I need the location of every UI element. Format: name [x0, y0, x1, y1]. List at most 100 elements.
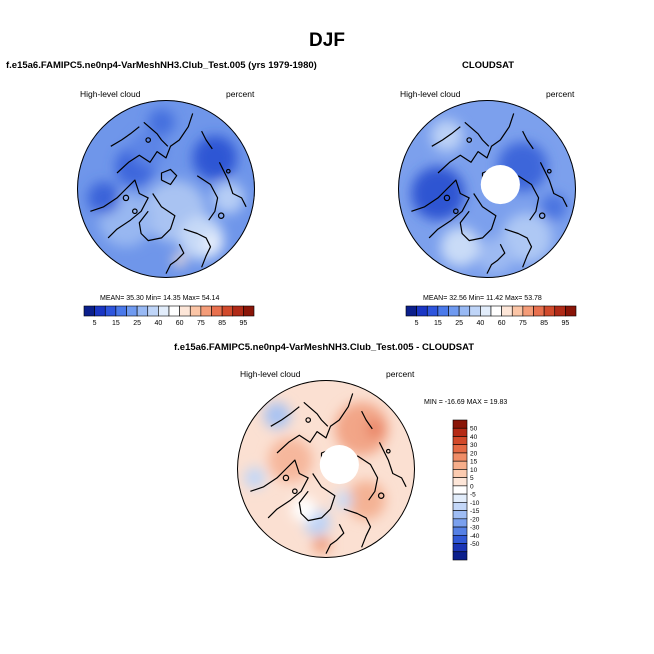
coastline-icon [160, 168, 178, 186]
field-anomaly [430, 119, 463, 152]
test-variable-label: High-level cloud [80, 89, 141, 99]
colorbar-swatch [469, 305, 481, 317]
figure-title: DJF [309, 30, 345, 51]
obs-mean-label: MEAN= [423, 295, 448, 302]
colorbar-swatch [232, 305, 244, 317]
colorbar-swatch [452, 419, 468, 429]
field-anomaly [291, 496, 317, 522]
diff-polar-map [237, 380, 415, 558]
island-icon [217, 212, 225, 219]
coastline-icon [325, 523, 345, 554]
colorbar-swatch [189, 305, 202, 317]
obs-units-label: percent [546, 89, 575, 99]
field-anomaly [411, 166, 465, 221]
colorbar-swatch [158, 305, 170, 317]
colorbar-swatch [168, 305, 180, 317]
island-icon [145, 137, 152, 143]
colorbar-tick-label: 50 [470, 426, 478, 433]
colorbar-tick-label: 5 [93, 320, 97, 327]
colorbar-tick-label: 60 [498, 320, 506, 327]
colorbar-swatch [437, 305, 449, 317]
colorbar-swatch [452, 477, 468, 487]
colorbar-swatch [452, 427, 468, 437]
test-panel-title: f.e15a6.FAMIPC5.ne0np4-VarMeshNH3.Club_T… [6, 60, 317, 71]
field-anomaly [346, 480, 386, 520]
colorbar-swatch [543, 305, 556, 317]
coastline-icon [90, 179, 149, 239]
coastline-icon [218, 162, 247, 208]
field-anomaly [87, 181, 120, 214]
coastline-icon [437, 113, 515, 174]
field-anomaly [130, 131, 166, 167]
colorbar-tick-label: -5 [470, 492, 476, 499]
colorbar-swatch [452, 485, 468, 495]
colorbar-swatch [452, 444, 468, 454]
island-icon [385, 448, 391, 454]
colorbar-swatch [565, 305, 577, 317]
colorbar-tick-label: -10 [470, 500, 480, 507]
test-min-value: 14.35 [163, 295, 181, 302]
colorbar-swatch [405, 305, 417, 317]
island-icon [132, 208, 138, 215]
colorbar-swatch [554, 305, 566, 317]
colorbar-tick-label: 75 [197, 320, 205, 327]
colorbar-swatch [243, 305, 255, 317]
field-anomaly [263, 402, 291, 429]
field-anomaly [148, 108, 175, 136]
coastline-icon [110, 126, 140, 147]
island-icon [292, 488, 298, 495]
missing-data-icon [319, 444, 359, 485]
colorbar-tick-label: 25 [455, 320, 463, 327]
colorbar-tick-label: 5 [415, 320, 419, 327]
colorbar-swatch [426, 305, 439, 317]
colorbar-swatch [452, 493, 468, 503]
map-boundary [398, 100, 576, 278]
colorbar-swatch [452, 436, 468, 446]
colorbar-swatch [452, 452, 468, 462]
colorbar-swatch [458, 305, 471, 317]
test-max-label: Max= [182, 295, 200, 302]
colorbar-swatch [452, 469, 468, 478]
field-anomaly [478, 237, 514, 274]
diff-variable-label: High-level cloud [240, 369, 301, 379]
coastline-icon [116, 113, 194, 174]
coastline-icon [201, 130, 213, 150]
field-anomaly [366, 420, 384, 438]
coastline-icon [517, 175, 540, 221]
colorbar-swatch [480, 305, 492, 317]
test-polar-map [77, 100, 255, 278]
field-anomaly [268, 437, 313, 483]
colorbar-tick-label: 95 [561, 320, 569, 327]
colorbar-swatch [452, 551, 468, 561]
obs-max-value: 53.78 [524, 295, 542, 302]
island-icon [466, 137, 473, 143]
coastline-icon [522, 130, 534, 150]
colorbar-tick-label: 85 [540, 320, 548, 327]
coastline-icon [303, 401, 329, 427]
test-max-value: 54.14 [201, 295, 220, 302]
test-stats: MEAN= 35.30 Min= 14.35 Max= 54.14 [100, 295, 219, 302]
island-icon [282, 474, 290, 482]
colorbar-swatch [448, 305, 460, 317]
island-icon [225, 168, 231, 174]
obs-panel-title: CLOUDSAT [462, 60, 515, 71]
colorbar-swatch [452, 534, 468, 544]
coastline-icon [165, 243, 185, 274]
colorbar-tick-label: 40 [154, 320, 162, 327]
colorbar-tick-label: -15 [470, 508, 480, 515]
field-anomaly [334, 402, 389, 456]
colorbar-tick-label: 0 [470, 483, 474, 490]
colorbar-swatch [179, 305, 191, 317]
coastline-icon [464, 121, 490, 147]
coastline-icon [411, 179, 470, 239]
coastline-icon [539, 162, 568, 208]
colorbar-tick-label: -30 [470, 525, 480, 532]
coastline-icon [250, 459, 309, 519]
field-anomaly [244, 467, 266, 489]
colorbar-tick-label: 5 [470, 475, 474, 482]
colorbar-tick-label: 40 [470, 434, 478, 441]
test-min-label: Min= [145, 295, 162, 302]
colorbar-swatch [211, 305, 223, 317]
diff-minmax-text: MIN = -16.69 MAX = 19.83 [424, 399, 508, 406]
